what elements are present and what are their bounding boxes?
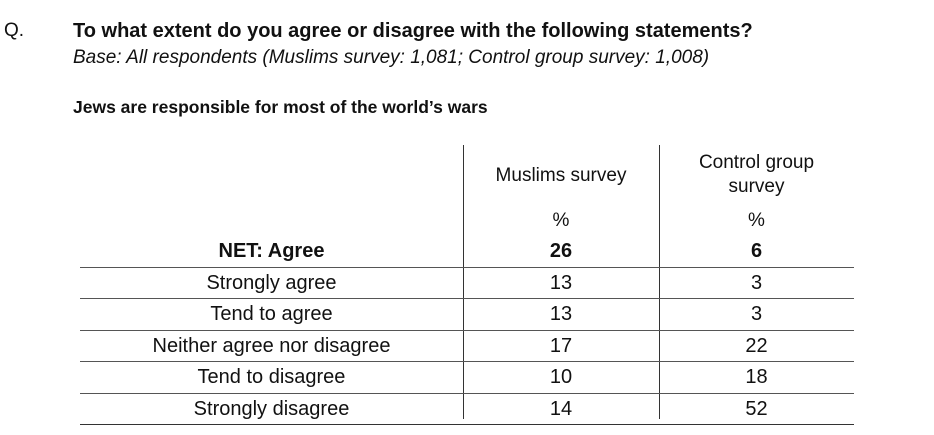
value-control: 22	[745, 334, 768, 357]
value-control: 6	[750, 240, 763, 262]
column-header-control: Control group survey	[698, 152, 815, 197]
row-label: Strongly agree	[206, 271, 337, 294]
results-table: Muslims survey Control group survey % % N…	[80, 145, 854, 425]
value-muslims: 13	[549, 271, 573, 294]
row-label: NET: Agree	[218, 240, 325, 262]
table-body: NET: Agree 26 6 Strongly agree 13 3 Tend…	[80, 236, 854, 425]
value-muslims: 26	[549, 240, 573, 262]
row-label: Strongly disagree	[193, 397, 350, 420]
row-label: Tend to agree	[210, 303, 333, 325]
unit-label-muslims: %	[552, 210, 570, 231]
question-number: Q.	[4, 20, 25, 41]
value-muslims: 13	[549, 303, 573, 325]
table-row: Neither agree nor disagree 17 22	[80, 331, 854, 362]
unit-label-control: %	[748, 210, 765, 231]
column-header-muslims: Muslims survey	[495, 165, 627, 186]
table-row: Strongly agree 13 3	[80, 268, 854, 299]
table-row: NET: Agree 26 6	[80, 236, 854, 268]
value-muslims: 10	[549, 366, 573, 388]
value-muslims: 14	[549, 397, 573, 420]
table-row: Strongly disagree 14 52	[80, 394, 854, 425]
table-row: Tend to disagree 10 18	[80, 362, 854, 394]
value-control: 3	[750, 271, 763, 294]
question-text: To what extent do you agree or disagree …	[73, 20, 753, 42]
value-control: 18	[745, 366, 768, 388]
row-label: Neither agree nor disagree	[152, 334, 391, 357]
row-label: Tend to disagree	[197, 366, 346, 388]
value-control: 3	[750, 303, 763, 325]
column-divider	[463, 145, 464, 419]
table-row: Tend to agree 13 3	[80, 299, 854, 331]
value-muslims: 17	[549, 334, 573, 357]
column-divider	[659, 145, 660, 419]
value-control: 52	[745, 397, 768, 420]
base-note: Base: All respondents (Muslims survey: 1…	[73, 47, 710, 68]
statement-title: Jews are responsible for most of the wor…	[73, 97, 488, 117]
